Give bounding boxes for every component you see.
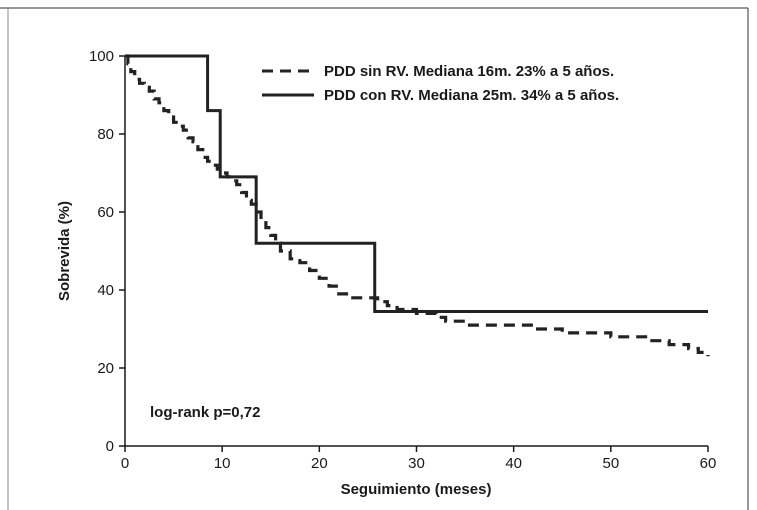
y-tick-label: 20 bbox=[97, 360, 114, 377]
y-tick-label: 80 bbox=[97, 126, 114, 143]
y-tick-label: 60 bbox=[97, 204, 114, 221]
x-tick-label: 60 bbox=[700, 455, 717, 472]
x-tick-label: 50 bbox=[602, 455, 619, 472]
y-tick-label: 40 bbox=[97, 282, 114, 299]
x-tick-label: 40 bbox=[505, 455, 522, 472]
legend-label-sin-rv: PDD sin RV. Mediana 16m. 23% a 5 años. bbox=[324, 63, 614, 80]
series-line-con-rv bbox=[125, 54, 708, 313]
x-ticks: 0 10 20 30 40 50 60 bbox=[121, 446, 717, 472]
y-axis-title: Sobrevida (%) bbox=[56, 201, 73, 301]
x-axis-title: Seguimiento (meses) bbox=[341, 481, 492, 498]
legend-label-con-rv: PDD con RV. Mediana 25m. 34% a 5 años. bbox=[324, 87, 619, 104]
plot-area: 0 10 20 30 40 50 60 0 20 40 60 80 100 bbox=[89, 48, 716, 472]
y-ticks: 0 20 40 60 80 100 bbox=[89, 48, 125, 455]
y-tick-label: 0 bbox=[106, 438, 114, 455]
series-line-sin-rv bbox=[125, 54, 710, 357]
legend: PDD sin RV. Mediana 16m. 23% a 5 años. P… bbox=[262, 63, 619, 104]
log-rank-annotation: log-rank p=0,72 bbox=[150, 404, 260, 421]
x-tick-label: 10 bbox=[214, 455, 231, 472]
y-tick-label: 100 bbox=[89, 48, 114, 65]
series-layer bbox=[125, 54, 710, 357]
x-tick-label: 20 bbox=[311, 455, 328, 472]
x-tick-label: 0 bbox=[121, 455, 129, 472]
x-tick-label: 30 bbox=[408, 455, 425, 472]
